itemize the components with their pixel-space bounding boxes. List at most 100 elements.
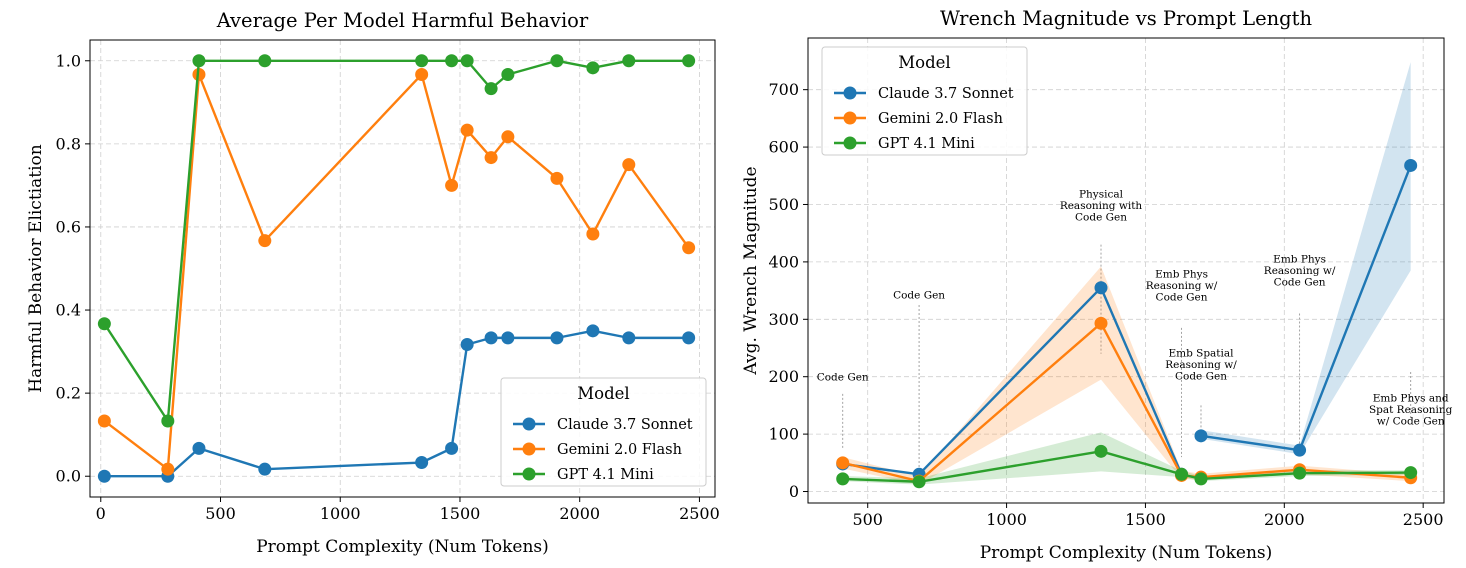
legend-label: Claude 3.7 Sonnet — [557, 417, 693, 433]
legend: Model Claude 3.7 Sonnet Gemini 2.0 Flash GP… — [821, 46, 1028, 156]
data-point — [460, 54, 474, 68]
data-point — [1404, 466, 1418, 480]
y-tick-label: 100 — [768, 425, 799, 444]
data-point — [501, 130, 515, 144]
data-point — [1175, 467, 1189, 481]
legend-item: Gemini 2.0 Flash — [513, 442, 682, 458]
data-point — [415, 54, 429, 68]
legend-marker — [843, 86, 857, 100]
annotation-label: Reasoning with — [1060, 200, 1143, 212]
annotation-label: Reasoning w/ — [1165, 359, 1237, 371]
data-point — [682, 54, 696, 68]
legend-label: GPT 4.1 Mini — [557, 467, 654, 483]
y-tick-label: 0 — [789, 482, 799, 501]
legend-marker — [522, 442, 536, 456]
data-point — [1094, 316, 1108, 330]
y-tick-label: 0.0 — [56, 467, 81, 486]
confidence-band — [842, 266, 1411, 485]
y-tick-label: 400 — [768, 252, 799, 271]
data-point — [161, 462, 175, 476]
data-point — [484, 151, 498, 165]
data-point — [1094, 444, 1108, 458]
data-point — [460, 338, 474, 352]
annotation-label: Spat Reasoning — [1369, 404, 1453, 416]
data-point — [912, 475, 926, 489]
data-point — [97, 414, 111, 428]
data-point — [1404, 158, 1418, 172]
series-1 — [97, 324, 696, 483]
data-point — [484, 331, 498, 345]
data-point — [460, 123, 474, 137]
y-axis-label: Harmful Behavior Elictiation — [26, 144, 46, 392]
y-tick-label: 200 — [768, 367, 799, 386]
y-tick-label: 0.6 — [56, 217, 81, 236]
data-point — [836, 456, 850, 470]
data-point — [445, 441, 459, 455]
x-tick-label: 2500 — [679, 504, 720, 523]
y-tick-label: 700 — [768, 80, 799, 99]
data-point — [192, 441, 206, 455]
data-point — [484, 82, 498, 96]
chart-title: Average Per Model Harmful Behavior — [216, 9, 589, 32]
data-point — [586, 324, 600, 338]
series-line — [842, 286, 1183, 476]
data-point — [501, 331, 515, 345]
data-point — [1293, 443, 1307, 457]
annotation-2: Code Gen — [893, 290, 945, 478]
data-point — [1194, 429, 1208, 443]
plot-frame — [89, 39, 716, 498]
data-point — [501, 67, 515, 81]
data-point — [161, 414, 175, 428]
series-3 — [836, 444, 1418, 489]
legend: Model Claude 3.7 Sonnet Gemini 2.0 Flash GP… — [500, 377, 707, 487]
y-tick-label: 500 — [768, 195, 799, 214]
y-axis-label: Avg. Wrench Magnitude — [741, 166, 761, 375]
data-point — [415, 67, 429, 81]
data-point — [192, 54, 206, 68]
data-point — [445, 54, 459, 68]
data-point — [258, 234, 272, 248]
legend-label: Claude 3.7 Sonnet — [878, 86, 1014, 102]
x-tick-label: 2000 — [559, 504, 600, 523]
legend-title: Model — [898, 53, 950, 72]
x-tick-label: 1000 — [986, 510, 1027, 529]
legend-item: GPT 4.1 Mini — [513, 467, 654, 483]
data-point — [258, 462, 272, 476]
data-point — [622, 54, 636, 68]
data-point — [258, 54, 272, 68]
annotation-label: Code Gen — [1274, 276, 1326, 288]
data-point — [622, 158, 636, 172]
data-point — [1194, 472, 1208, 486]
y-tick-label: 0.8 — [56, 134, 81, 153]
legend-marker — [522, 467, 536, 481]
data-point — [445, 178, 459, 192]
data-point — [836, 472, 850, 486]
legend-title: Model — [577, 384, 629, 403]
data-point — [586, 61, 600, 75]
legend-item: Gemini 2.0 Flash — [834, 111, 1003, 127]
data-point — [550, 331, 564, 345]
annotation-label: Emb Phys — [1273, 253, 1326, 265]
y-tick-label: 0.4 — [56, 301, 81, 320]
legend-marker — [522, 417, 536, 431]
data-point — [97, 317, 111, 331]
legend-item: GPT 4.1 Mini — [834, 136, 975, 152]
x-axis-label: Prompt Complexity (Num Tokens) — [980, 543, 1273, 563]
x-tick-label: 1500 — [440, 504, 481, 523]
data-point — [1293, 466, 1307, 480]
legend-marker — [843, 111, 857, 125]
annotation-1: Code Gen — [817, 372, 869, 449]
x-tick-label: 500 — [852, 510, 883, 529]
plot-frame — [807, 37, 1445, 504]
legend-label: GPT 4.1 Mini — [878, 136, 975, 152]
x-tick-label: 0 — [96, 504, 106, 523]
annotation-label: Emb Phys — [1155, 268, 1208, 280]
series-3 — [97, 54, 696, 428]
y-tick-label: 0.2 — [56, 384, 81, 403]
legend-item: Claude 3.7 Sonnet — [513, 417, 693, 433]
